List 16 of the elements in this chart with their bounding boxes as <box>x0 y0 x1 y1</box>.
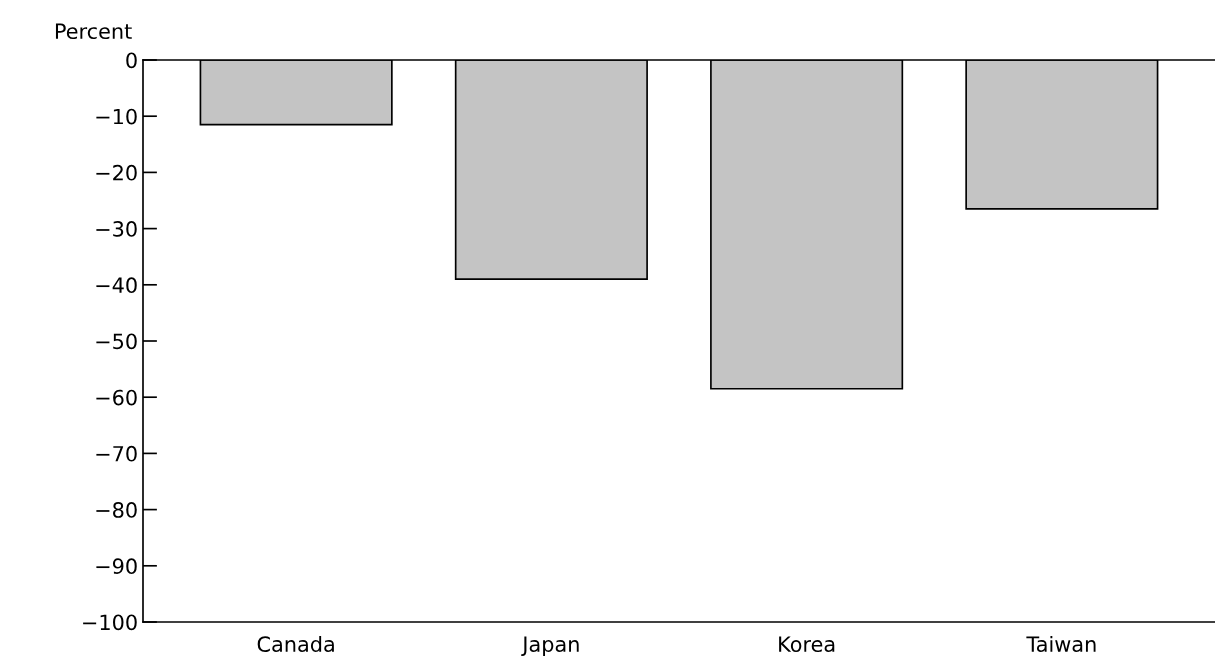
y-tick-label: −50 <box>96 333 137 350</box>
y-tick-label: −40 <box>96 277 137 294</box>
y-tick-label: −90 <box>96 558 137 575</box>
y-tick-label: −70 <box>96 445 137 462</box>
y-tick-label: 0 <box>126 52 137 69</box>
y-tick-label: −30 <box>96 221 137 237</box>
y-tick-label: −60 <box>96 389 137 406</box>
y-tick-label: −100 <box>83 614 137 631</box>
x-tick-label: Canada <box>257 635 334 653</box>
x-tick-label: Korea <box>779 636 835 653</box>
x-tick-label: Taiwan <box>1026 635 1096 653</box>
y-tick-label: −80 <box>96 502 137 518</box>
y-axis-title: Percent <box>55 23 132 40</box>
x-tick-label: Japan <box>521 636 579 657</box>
y-tick-label: −20 <box>96 164 137 181</box>
y-tick-label: −10 <box>96 108 137 125</box>
